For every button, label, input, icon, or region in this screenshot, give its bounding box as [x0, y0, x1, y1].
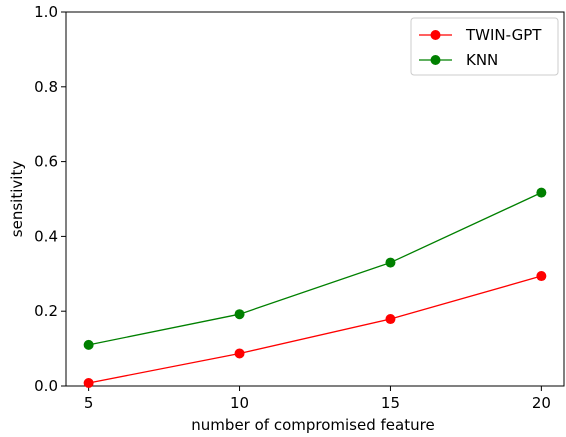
- plot-frame: [65, 11, 565, 387]
- data-point-twin-gpt: [234, 348, 245, 359]
- data-point-knn: [385, 257, 396, 268]
- data-point-knn: [83, 339, 94, 350]
- data-point-twin-gpt: [385, 314, 396, 325]
- y-tick-label: 1.0: [34, 3, 58, 21]
- data-point-knn: [536, 187, 547, 198]
- plot-area: [65, 11, 565, 387]
- x-tick-label: 5: [84, 394, 94, 412]
- x-axis: 5 10 15 20: [84, 386, 551, 412]
- legend-label-knn: KNN: [466, 51, 498, 69]
- y-tick-label: 0.0: [34, 377, 58, 395]
- series-line-knn: [88, 192, 542, 346]
- y-tick-label: 0.4: [34, 227, 58, 245]
- legend-label-twin-gpt: TWIN-GPT: [465, 26, 542, 44]
- legend-marker-knn: [430, 55, 441, 65]
- x-tick-label: 20: [532, 394, 551, 412]
- legend-frame: [410, 17, 559, 76]
- series-layer: [83, 187, 547, 389]
- x-axis-label: number of compromised feature: [191, 416, 434, 434]
- data-point-twin-gpt: [536, 271, 547, 282]
- y-tick-label: 0.8: [34, 78, 58, 96]
- data-point-knn: [234, 309, 245, 320]
- y-axis-label: sensitivity: [8, 161, 26, 238]
- x-tick-label: 10: [230, 394, 249, 412]
- y-axis: 0.0 0.2 0.4 0.6 0.8 1.0: [34, 3, 66, 395]
- x-tick-label: 15: [381, 394, 400, 412]
- data-point-twin-gpt: [83, 378, 94, 389]
- y-tick-label: 0.2: [34, 302, 58, 320]
- legend-marker-twin-gpt: [430, 30, 441, 40]
- y-tick-label: 0.6: [34, 153, 58, 171]
- series-line-twin-gpt: [88, 275, 542, 384]
- legend: TWIN-GPT KNN: [410, 17, 559, 76]
